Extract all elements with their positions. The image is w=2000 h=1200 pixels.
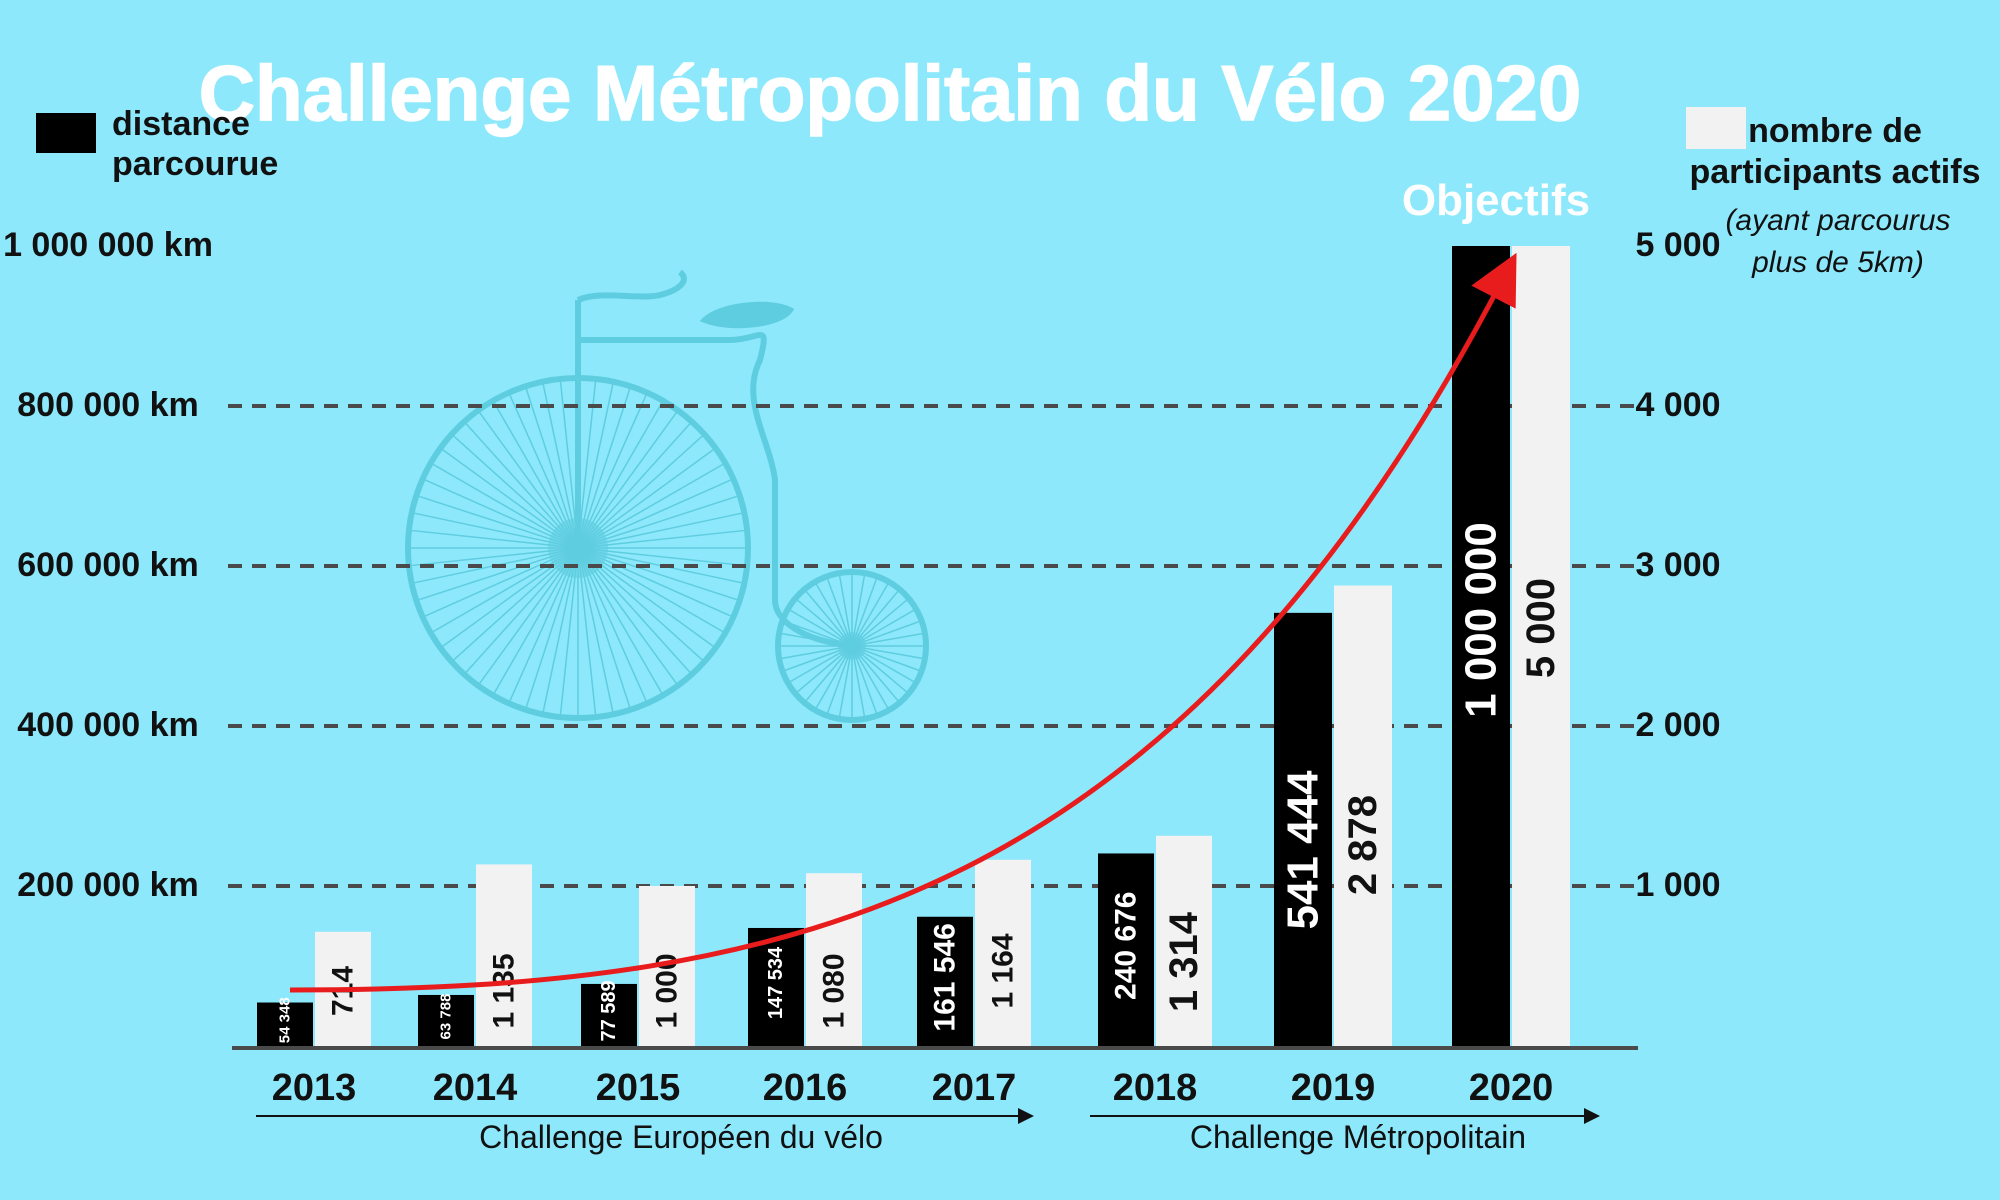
distance-labels: 54 348 63 788 77 589 147 534 161 546 240 676 5…	[277, 522, 1506, 1043]
x-tick-label-2017: 2017	[932, 1067, 1017, 1109]
participants-bar-2018	[1156, 835, 1212, 1046]
participants-label-2017: 1 164	[987, 933, 1020, 1008]
participants-label-2014: 1 135	[488, 953, 521, 1028]
distance-bar-2013	[257, 1002, 313, 1046]
distance-bar-2015	[581, 983, 637, 1046]
x-tick-label-2013: 2013	[272, 1067, 357, 1109]
period-2-label: Challenge Métropolitain	[1190, 1119, 1526, 1155]
x-tick-label-2014: 2014	[433, 1067, 518, 1109]
right-tick-label-1000: 1 000	[1635, 866, 1720, 904]
bicycle-frame	[575, 300, 853, 649]
legend-distance-swatch	[36, 113, 96, 153]
left-tick-label-400000: 400 000 km	[17, 706, 199, 744]
left-tick-label-1000000: 1 000 000 km	[3, 226, 213, 264]
legend-participants-swatch	[1686, 107, 1746, 149]
legend-distance-line1: distance	[112, 105, 250, 143]
bicycle-illustration	[405, 269, 929, 723]
chart-title: Challenge Métropolitain du Vélo 2020	[199, 49, 1582, 137]
legend-participants-line2: participants actifs	[1690, 153, 1981, 191]
participants-bar-2019	[1334, 585, 1392, 1046]
participants-bar-2016	[806, 873, 862, 1046]
x-tick-label-2020: 2020	[1469, 1067, 1554, 1109]
x-tick-label-2015: 2015	[596, 1067, 681, 1109]
legend-participants-note1: (ayant parcourus	[1725, 204, 1950, 237]
bicycle-saddle	[699, 301, 795, 329]
x-tick-label-2018: 2018	[1113, 1067, 1198, 1109]
distance-label-2020: 1 000 000	[1457, 522, 1506, 718]
distance-bar-2018	[1098, 853, 1154, 1046]
objectifs-label: Objectifs	[1402, 176, 1590, 225]
participants-label-2018: 1 314	[1162, 911, 1206, 1012]
distance-label-2015: 77 589	[598, 980, 620, 1041]
participants-label-2016: 1 080	[818, 953, 851, 1028]
right-axis-tick-labels: 1 000 2 000 3 000 4 000 5 000	[1635, 226, 1720, 904]
participants-bar-2014	[476, 864, 532, 1046]
distance-bar-2016	[748, 927, 804, 1046]
trend-arrow	[289, 252, 1517, 993]
right-tick-label-4000: 4 000	[1635, 386, 1720, 424]
bicycle-handlebar	[576, 269, 687, 303]
distance-bar-2020	[1452, 246, 1510, 1046]
left-tick-label-600000: 600 000 km	[17, 546, 199, 584]
distance-label-2014: 63 788	[438, 994, 455, 1040]
x-tick-label-2019: 2019	[1291, 1067, 1376, 1109]
distance-bar-2019	[1274, 612, 1332, 1046]
left-tick-label-800000: 800 000 km	[17, 386, 199, 424]
participants-bar-2020	[1512, 246, 1570, 1046]
distance-bar-2014	[418, 994, 474, 1046]
distance-label-2019: 541 444	[1279, 770, 1328, 930]
legend-distance-line2: parcourue	[112, 145, 278, 183]
participants-bar-2017	[975, 859, 1031, 1046]
x-tick-label-2016: 2016	[763, 1067, 848, 1109]
legend-participants-note2: plus de 5km)	[1751, 246, 1924, 279]
bicycle-small-wheel	[775, 569, 929, 723]
distance-label-2016: 147 534	[765, 946, 787, 1019]
legend-participants-line1: nombre de	[1748, 112, 1922, 150]
distance-bars	[257, 246, 1510, 1046]
right-tick-label-5000: 5 000	[1635, 226, 1720, 264]
distance-label-2018: 240 676	[1110, 892, 1143, 1000]
participants-label-2019: 2 878	[1341, 795, 1385, 895]
right-tick-label-3000: 3 000	[1635, 546, 1720, 584]
participants-label-2020: 5 000	[1519, 578, 1563, 678]
x-tick-labels: 2013 2014 2015 2016 2017 2018 2019 2020	[272, 1067, 1554, 1109]
left-axis-tick-labels: 200 000 km 400 000 km 600 000 km 800 000 km…	[3, 226, 213, 904]
distance-bar-2017	[917, 916, 973, 1046]
left-tick-label-200000: 200 000 km	[17, 866, 199, 904]
distance-label-2013: 54 348	[277, 997, 294, 1043]
period-1-label: Challenge Européen du vélo	[479, 1119, 883, 1155]
distance-label-2017: 161 546	[929, 923, 962, 1031]
right-tick-label-2000: 2 000	[1635, 706, 1720, 744]
